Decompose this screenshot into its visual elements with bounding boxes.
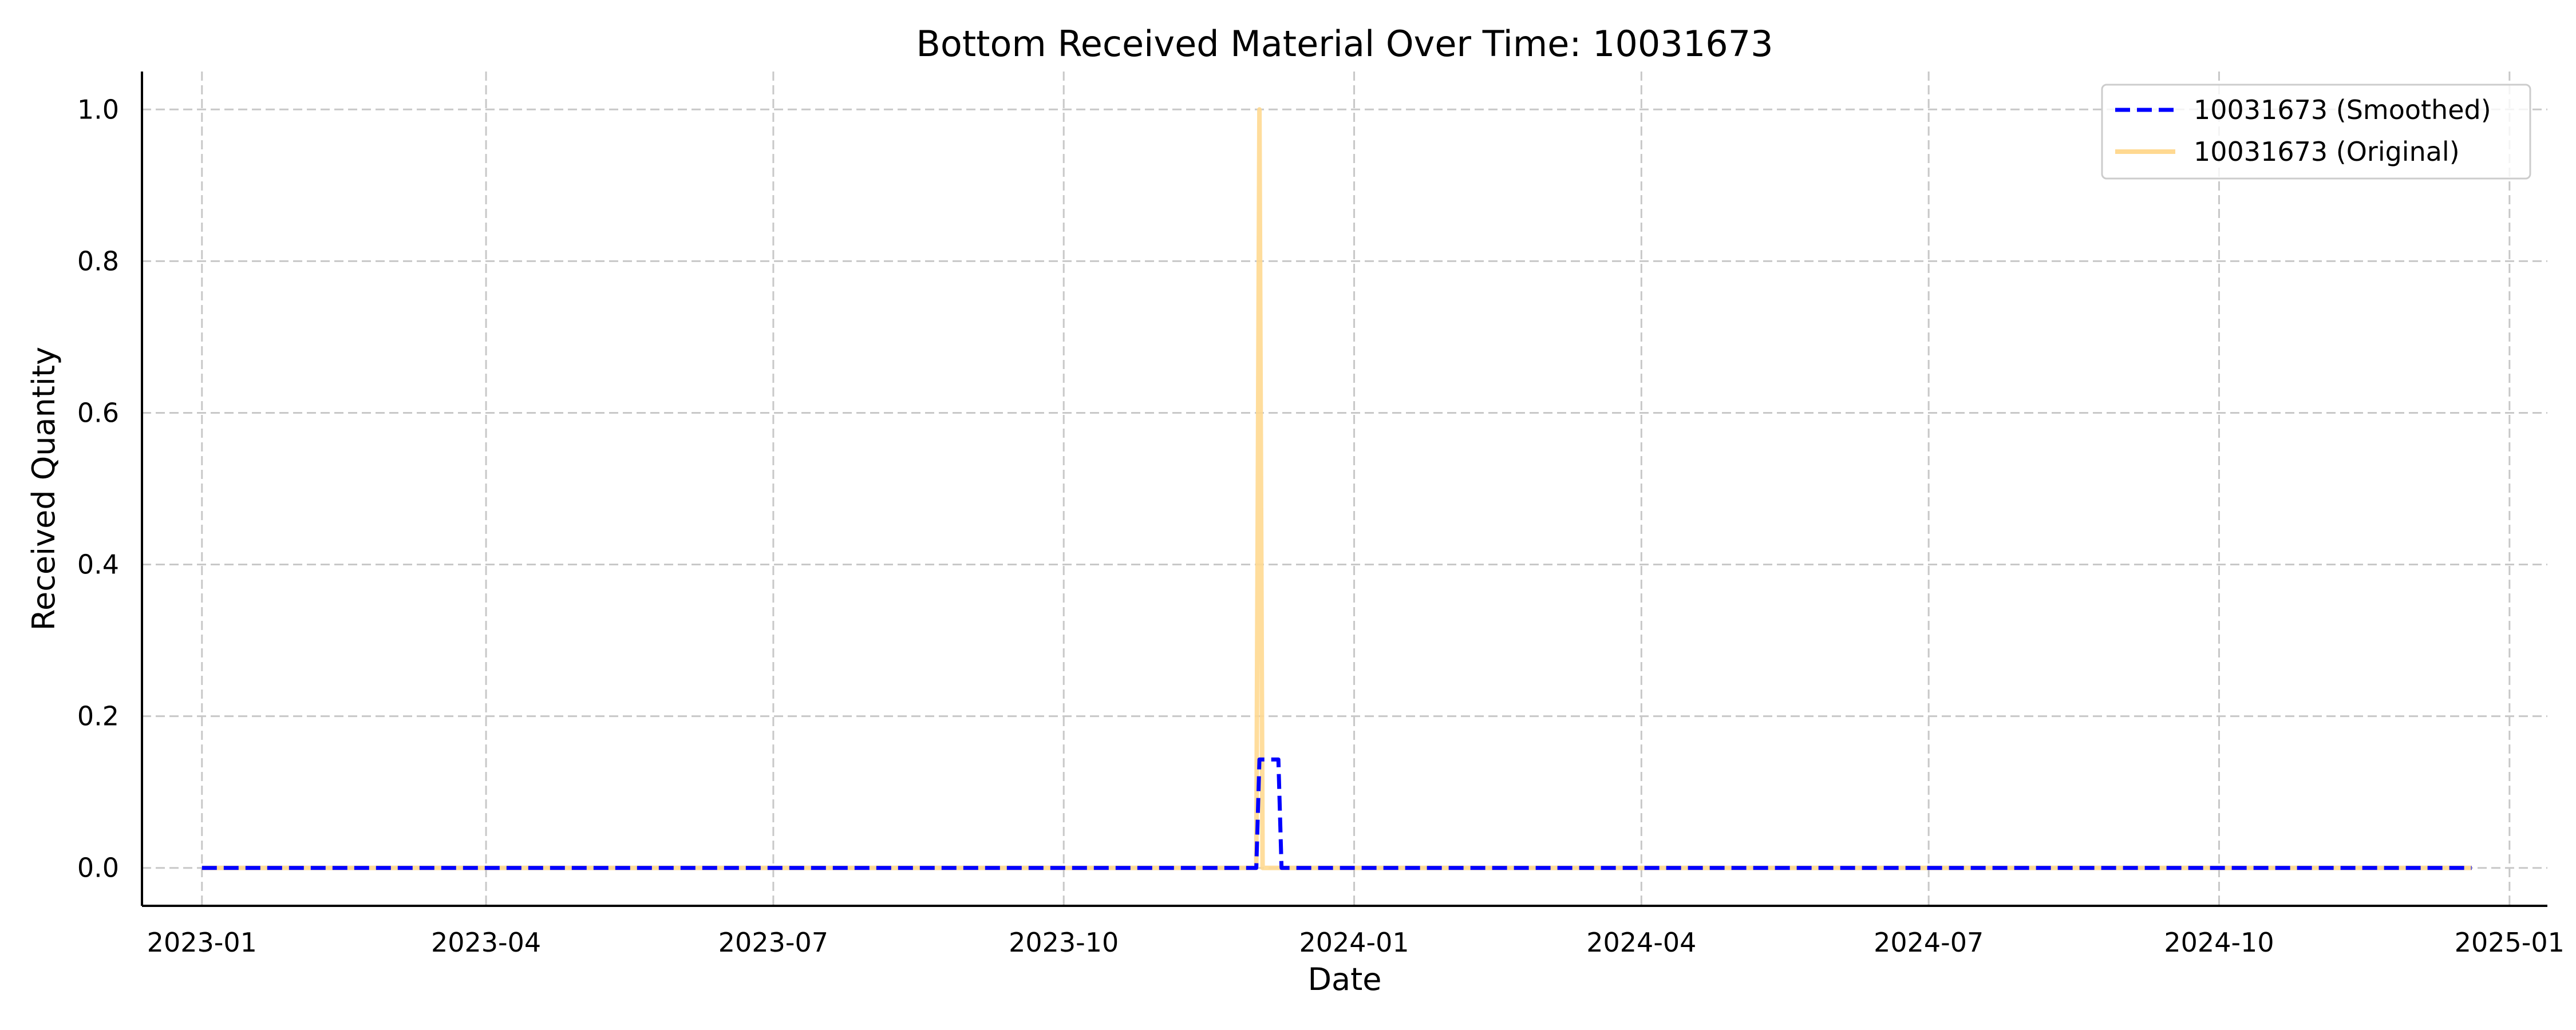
y-tick-label: 0.0 (77, 853, 119, 884)
axes-spines (141, 72, 2547, 907)
smoothed-series-line (202, 757, 2472, 870)
x-tick-label: 2023-01 (147, 927, 257, 958)
x-tick-label: 2024-01 (1299, 927, 1409, 958)
chart-title: Bottom Received Material Over Time: 1003… (916, 23, 1773, 65)
x-tick-label: 2024-07 (1874, 927, 1984, 958)
x-tick-label: 2024-04 (1586, 927, 1696, 958)
x-tick-label: 2023-07 (718, 927, 828, 958)
x-tick-label: 2023-10 (1009, 927, 1119, 958)
x-tick-label: 2024-10 (2164, 927, 2274, 958)
y-tick-label: 0.8 (77, 245, 119, 276)
y-tick-label: 1.0 (77, 94, 119, 125)
x-tick-labels: 2023-01 2023-04 2023-07 2023-10 2024-01 2024-… (147, 927, 2565, 958)
original-series-line (202, 107, 2472, 870)
y-tick-label: 0.4 (77, 549, 119, 580)
y-tick-label: 0.2 (77, 701, 119, 732)
grid-lines (142, 72, 2547, 906)
legend-label-original: 10031673 (Original) (2194, 136, 2460, 167)
y-tick-labels: 0.0 0.2 0.4 0.6 0.8 1.0 (77, 94, 119, 883)
legend: 10031673 (Smoothed) 10031673 (Original) (2101, 84, 2531, 180)
y-tick-label: 0.6 (77, 397, 119, 428)
series-lines (202, 107, 2472, 870)
legend-box (2101, 84, 2531, 180)
legend-label-smoothed: 10031673 (Smoothed) (2194, 94, 2491, 125)
x-axis-label: Date (1307, 961, 1381, 997)
x-tick-label: 2023-04 (431, 927, 541, 958)
y-axis-label: Received Quantity (26, 347, 62, 631)
x-tick-label: 2025-01 (2455, 927, 2565, 958)
